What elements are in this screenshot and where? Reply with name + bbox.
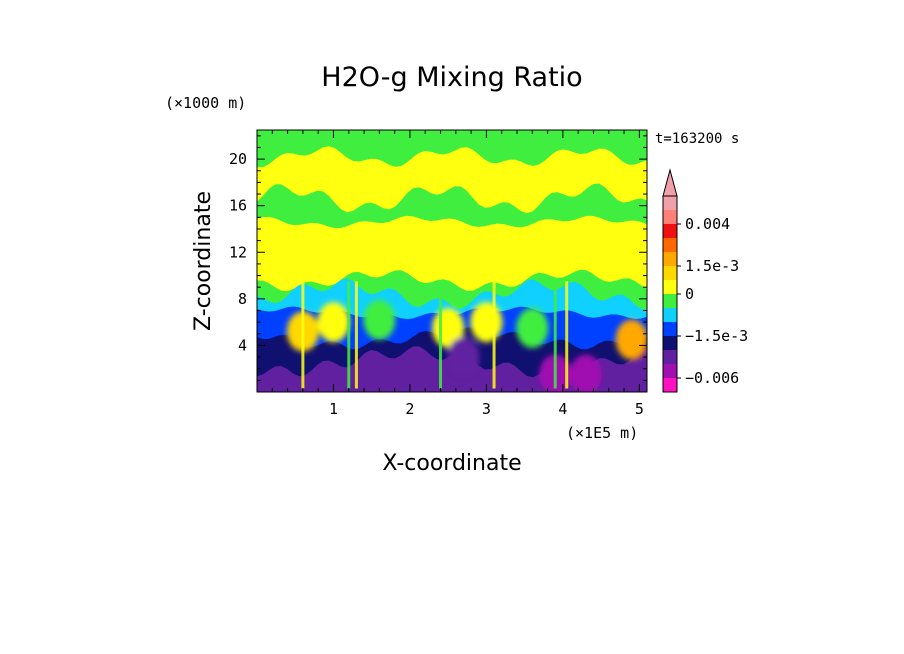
colorbar-swatch (663, 224, 677, 239)
colorbar-swatch (663, 364, 677, 379)
colorbar-label: −0.006 (685, 369, 739, 387)
contour-feature (615, 319, 647, 360)
contour-features (286, 299, 647, 392)
colorbar-label: 0 (685, 285, 694, 303)
y-tick-label: 4 (238, 336, 247, 354)
x-axis: 1 2 3 4 5 (271, 130, 644, 418)
colorbar-swatch (663, 252, 677, 267)
contour-field (257, 130, 647, 392)
y-tick-label: 16 (229, 197, 247, 215)
colorbar-swatch (663, 308, 677, 323)
contour-feature (470, 302, 503, 343)
x-axis-title: X-coordinate (382, 451, 521, 476)
contour-feature (363, 299, 396, 340)
x-tick-label: 2 (405, 400, 414, 418)
colorbar-label: 0.004 (685, 215, 730, 233)
colorbar-arrow (662, 168, 678, 197)
plot-frame (256, 129, 648, 393)
plume-column (354, 281, 358, 389)
colorbar-swatch (663, 336, 677, 351)
y-axis: 4 8 12 16 20 (229, 135, 647, 381)
y-tick-label: 20 (229, 150, 247, 168)
colorbar-swatch (663, 378, 677, 393)
colorbar-swatch (663, 266, 677, 281)
x-tick-label: 4 (558, 400, 567, 418)
time-label: t=163200 s (655, 131, 739, 147)
contour-feature (569, 354, 602, 392)
plume-column (347, 281, 351, 389)
colorbar-swatch (663, 322, 677, 337)
y-axis-title: Z-coordinate (191, 191, 216, 331)
colorbar-swatch (663, 238, 677, 253)
colorbar-swatch (663, 350, 677, 365)
colorbar-swatch (663, 294, 677, 309)
colorbar: 0.004 1.5e-3 0 −1.5e-3 −0.006 (662, 168, 748, 393)
contour-feature (516, 307, 549, 348)
colorbar-label: 1.5e-3 (685, 257, 739, 275)
x-tick-label: 5 (635, 400, 644, 418)
plume-column (301, 281, 305, 389)
plume-column (553, 281, 557, 389)
plume-column (439, 281, 443, 389)
contour-feature (447, 337, 480, 378)
y-tick-label: 8 (238, 290, 247, 308)
plume-column (492, 281, 496, 389)
chart-title: H2O-g Mixing Ratio (321, 62, 582, 93)
contour-feature (317, 302, 350, 343)
plume-columns (301, 281, 569, 389)
x-unit-label: (×1E5 m) (566, 424, 638, 442)
colorbar-swatch (663, 196, 677, 211)
colorbar-swatch (663, 210, 677, 225)
plume-column (565, 281, 569, 389)
x-tick-label: 1 (329, 400, 338, 418)
colorbar-swatch (663, 280, 677, 295)
x-tick-label: 3 (482, 400, 491, 418)
y-tick-label: 12 (229, 243, 247, 261)
y-unit-label: (×1000 m) (165, 94, 246, 112)
colorbar-label: −1.5e-3 (685, 327, 748, 345)
